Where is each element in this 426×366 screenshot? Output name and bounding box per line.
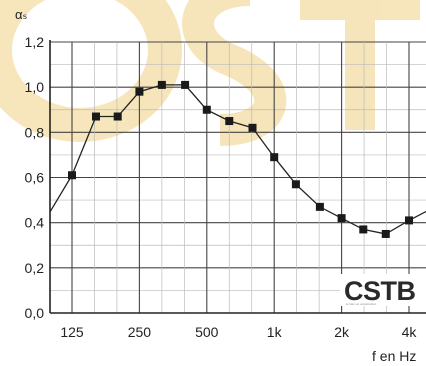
data-point-marker (315, 202, 324, 211)
data-point-marker (291, 180, 300, 189)
y-tick-label: 0,6 (25, 170, 45, 186)
x-tick-label: 250 (128, 324, 152, 340)
y-tick-label: 0,0 (25, 305, 45, 321)
data-point-marker (92, 112, 101, 121)
data-point-marker (135, 87, 144, 96)
data-point-marker (359, 225, 368, 234)
data-point-marker (181, 80, 190, 89)
y-tick-label: 1,0 (25, 79, 45, 95)
data-point-marker (225, 117, 234, 126)
data-point-marker (405, 216, 413, 225)
y-tick-label: 0,2 (25, 260, 45, 276)
x-tick-label: 2k (334, 324, 350, 340)
watermark (0, 0, 420, 146)
y-tick-label: 0,4 (25, 215, 45, 231)
y-axis-label: αₛ (15, 7, 28, 22)
y-tick-labels: 0,0 0,2 0,4 0,6 0,8 1,0 1,2 (25, 34, 45, 321)
axes (49, 40, 426, 314)
x-tick-label: 500 (195, 324, 219, 340)
y-tick-label: 0,8 (25, 124, 45, 140)
x-tick-label: 1k (267, 324, 283, 340)
logo-tagline: le futur en construction (346, 302, 377, 306)
data-point-marker (68, 171, 76, 180)
x-tick-labels: 125 250 500 1k 2k 4k (60, 324, 417, 340)
data-point-marker (248, 123, 257, 132)
series-markers (68, 80, 413, 238)
data-point-marker (157, 80, 166, 89)
data-point-marker (270, 153, 279, 162)
data-point-marker (202, 105, 211, 114)
data-point-marker (337, 214, 346, 223)
data-point-marker (381, 229, 390, 238)
x-tick-label: 4k (402, 324, 418, 340)
x-axis-label: f en Hz (372, 348, 416, 364)
logo-text: CSTB (344, 276, 416, 306)
cstb-logo: CSTB le futur en construction (340, 274, 426, 306)
x-tick-label: 125 (60, 324, 84, 340)
y-tick-label: 1,2 (25, 34, 45, 50)
data-point-marker (113, 112, 122, 121)
